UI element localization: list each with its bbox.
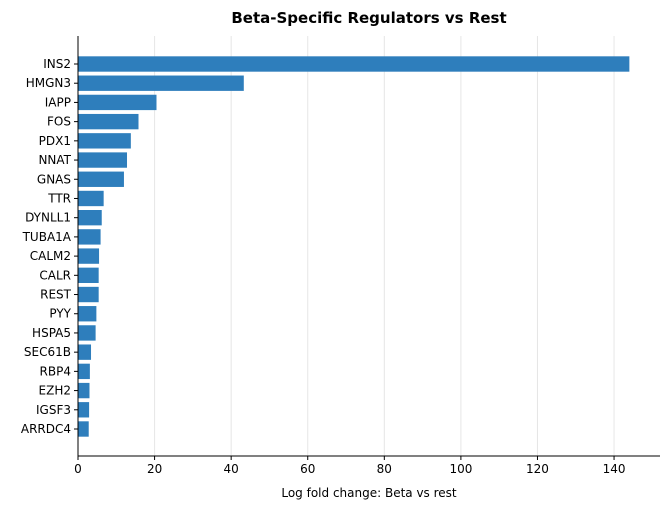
y-tick-label: GNAS	[37, 172, 71, 186]
x-tick-label: 80	[377, 462, 392, 476]
bar-rest	[78, 286, 99, 303]
bar-igsf3	[78, 402, 90, 418]
y-tick-label: DYNLL1	[25, 211, 71, 225]
x-tick-label: 20	[147, 462, 162, 476]
bar-pdx1	[78, 133, 131, 149]
y-tick-label: PDX1	[39, 134, 71, 148]
bar-fos	[78, 113, 139, 130]
x-tick-label: 0	[74, 462, 82, 476]
y-tick-label: FOS	[47, 115, 71, 129]
y-tick-label: RBP4	[40, 364, 71, 378]
x-tick-label: 100	[449, 462, 472, 476]
bar-ezh2	[78, 382, 90, 399]
y-tick-label: ARRDC4	[21, 422, 71, 436]
chart-title: Beta-Specific Regulators vs Rest	[231, 9, 506, 27]
y-tick-label: SEC61B	[24, 345, 71, 359]
y-tick-label: REST	[40, 288, 72, 302]
bar-arrdc4	[78, 421, 89, 437]
bar-calm2	[78, 248, 100, 264]
y-tick-label: INS2	[43, 57, 71, 71]
y-tick-label: EZH2	[39, 384, 71, 398]
y-tick-label: HMGN3	[26, 76, 71, 90]
bar-ttr	[78, 190, 104, 207]
y-tick-label: TUBA1A	[22, 230, 72, 244]
bar-pyy	[78, 306, 97, 322]
bar-iapp	[78, 94, 157, 111]
x-tick-label: 60	[300, 462, 315, 476]
y-tick-label: CALR	[39, 268, 71, 282]
x-ticks: 0 20 40 60 80 100 120 140	[74, 456, 626, 476]
bars	[78, 56, 630, 437]
bar-nnat	[78, 152, 128, 168]
grid-lines	[154, 36, 615, 456]
x-tick-label: 120	[526, 462, 549, 476]
y-tick-labels: INS2 HMGN3 IAPP FOS PDX1 NNAT GNAS TTR DYNLL1 TUB…	[21, 57, 78, 436]
x-axis-label: Log fold change: Beta vs rest	[281, 486, 457, 500]
y-tick-label: PYY	[49, 307, 71, 321]
bar-ins2	[78, 56, 630, 72]
y-tick-label: IGSF3	[36, 403, 71, 417]
bar-hmgn3	[78, 75, 244, 91]
y-tick-label: IAPP	[45, 95, 71, 109]
bar-rbp4	[78, 363, 90, 380]
bar-hspa5	[78, 325, 96, 341]
y-tick-label: NNAT	[38, 153, 71, 167]
bar-sec61b	[78, 344, 92, 360]
bar-dynll1	[78, 210, 102, 226]
x-tick-label: 140	[603, 462, 626, 476]
y-tick-label: TTR	[47, 191, 71, 205]
bar-calr	[78, 267, 99, 283]
x-tick-label: 40	[224, 462, 239, 476]
bar-gnas	[78, 171, 124, 187]
bar-tuba1a	[78, 229, 101, 245]
y-tick-label: HSPA5	[32, 326, 71, 340]
y-tick-label: CALM2	[30, 249, 71, 263]
